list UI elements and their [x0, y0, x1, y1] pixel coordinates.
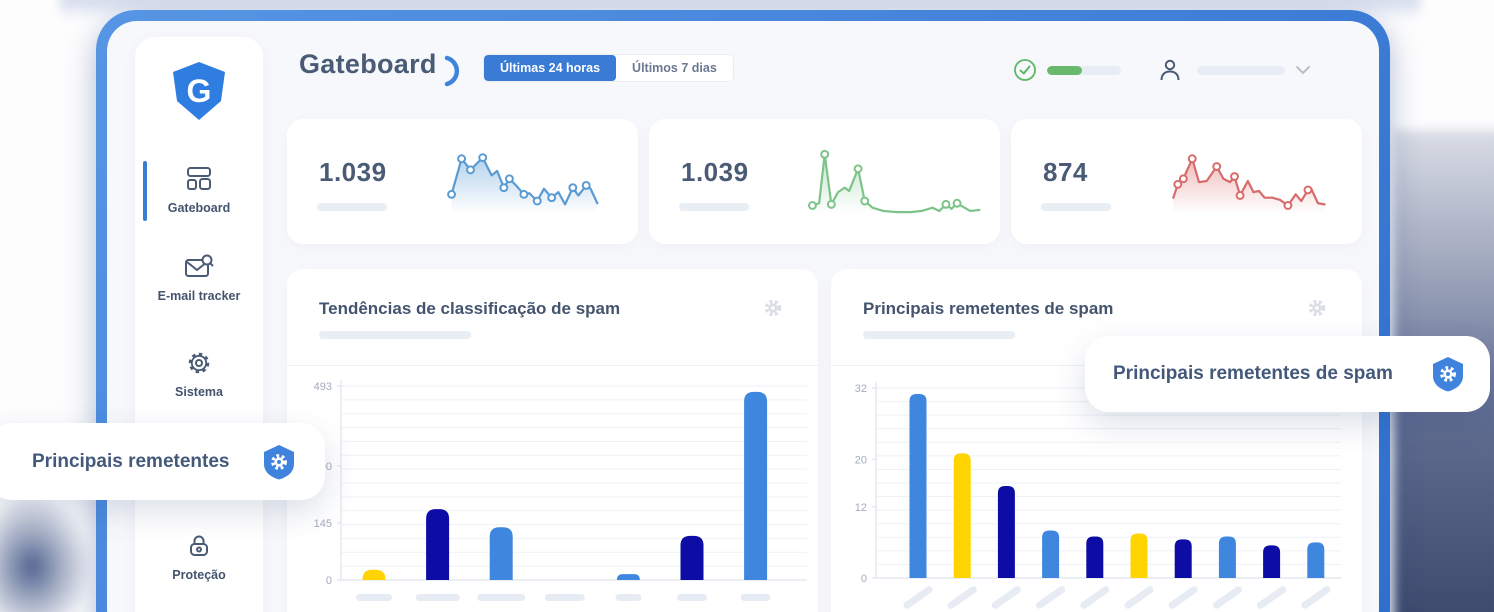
gear-icon[interactable] [762, 297, 784, 319]
stat-card-blue[interactable]: 1.039 [287, 119, 638, 244]
user-name-placeholder [1197, 65, 1285, 75]
sparkline-chart-blue [447, 153, 599, 217]
shield-gear-icon[interactable] [261, 443, 297, 481]
page-title: Gateboard [299, 49, 437, 79]
svg-text:20: 20 [855, 454, 867, 466]
svg-text:145: 145 [314, 518, 332, 530]
stat-value: 1.039 [681, 157, 749, 187]
stat-label-placeholder [1041, 203, 1111, 211]
sparkline-chart-red [1172, 154, 1326, 217]
popover-principais-remetentes[interactable]: Principais remetentes [0, 423, 325, 500]
logo-letter: G [187, 73, 212, 109]
svg-text:0: 0 [861, 573, 867, 585]
shield-gear-icon[interactable] [1430, 355, 1466, 393]
popover-principais-remetentes-de-spam[interactable]: Principais remetentes de spam [1085, 336, 1490, 412]
stat-value: 874 [1043, 157, 1088, 187]
dashboard-icon [187, 167, 211, 190]
status-progress-fill [1047, 65, 1082, 75]
chart-card-top-spam-senders: Principais remetentes de spam 32 20 12 0 [831, 269, 1362, 612]
sidebar-item-protecao[interactable]: Proteção [135, 532, 263, 582]
sidebar: G Gateboard E-mail trac [135, 37, 263, 612]
shield-logo-icon: G [173, 62, 225, 120]
gear-icon [188, 352, 210, 374]
chart-card-spam-trends: Tendências de classificação de spam 4932… [287, 269, 818, 612]
chart-title: Principais remetentes de spam [863, 299, 1114, 318]
email-search-icon [185, 254, 214, 277]
sidebar-item-label: Sistema [175, 385, 223, 399]
user-icon[interactable] [1157, 57, 1183, 83]
app-screen: G Gateboard E-mail trac [107, 21, 1379, 612]
app-logo[interactable]: G [167, 59, 231, 128]
chevron-down-icon[interactable] [1295, 64, 1311, 76]
svg-text:0: 0 [326, 575, 332, 587]
popover-label: Principais remetentes de spam [1113, 363, 1393, 384]
lock-icon [190, 535, 208, 556]
svg-text:493: 493 [314, 381, 332, 393]
bar-chart-spam-trends: 4932901450 [314, 380, 807, 601]
tab-ultimas-24-horas[interactable]: Últimas 24 horas [484, 55, 617, 81]
check-circle-icon [1014, 59, 1036, 81]
status-progress-bar [1047, 65, 1121, 75]
sidebar-item-label: Proteção [172, 568, 226, 582]
stat-card-red[interactable]: 874 [1011, 119, 1362, 244]
background-noise-bottom-left [0, 495, 92, 612]
stat-label-placeholder [679, 203, 749, 211]
chart-subtitle-placeholder [319, 331, 471, 339]
popover-label: Principais remetentes [32, 450, 230, 472]
sidebar-item-gateboard[interactable]: Gateboard [135, 161, 263, 221]
divider [287, 365, 818, 366]
chart-title: Tendências de classificação de spam [319, 299, 621, 318]
stat-card-green[interactable]: 1.039 [649, 119, 1000, 244]
stat-label-placeholder [317, 203, 387, 211]
chart-subtitle-placeholder [863, 331, 1015, 339]
gear-icon[interactable] [1306, 297, 1328, 319]
time-range-tabs: Últimas 24 horas Últimos 7 dias [483, 54, 734, 82]
app-window-frame: G Gateboard E-mail trac [96, 10, 1390, 612]
spinner-arc-icon [444, 55, 460, 87]
bar-chart-top-spam-senders: 32 20 12 0 [855, 382, 1341, 609]
sidebar-item-label: Gateboard [167, 201, 231, 215]
header-right-widgets [1013, 57, 1311, 83]
svg-text:32: 32 [855, 383, 867, 395]
stat-value: 1.039 [319, 157, 387, 187]
svg-text:12: 12 [855, 502, 867, 514]
tab-ultimos-7-dias[interactable]: Últimos 7 dias [616, 55, 733, 81]
sidebar-item-sistema[interactable]: Sistema [135, 349, 263, 399]
sidebar-item-email-tracker[interactable]: E-mail tracker [135, 253, 263, 303]
sparkline-chart-green [808, 149, 981, 217]
sidebar-item-label: E-mail tracker [157, 289, 241, 303]
active-indicator [143, 161, 147, 221]
